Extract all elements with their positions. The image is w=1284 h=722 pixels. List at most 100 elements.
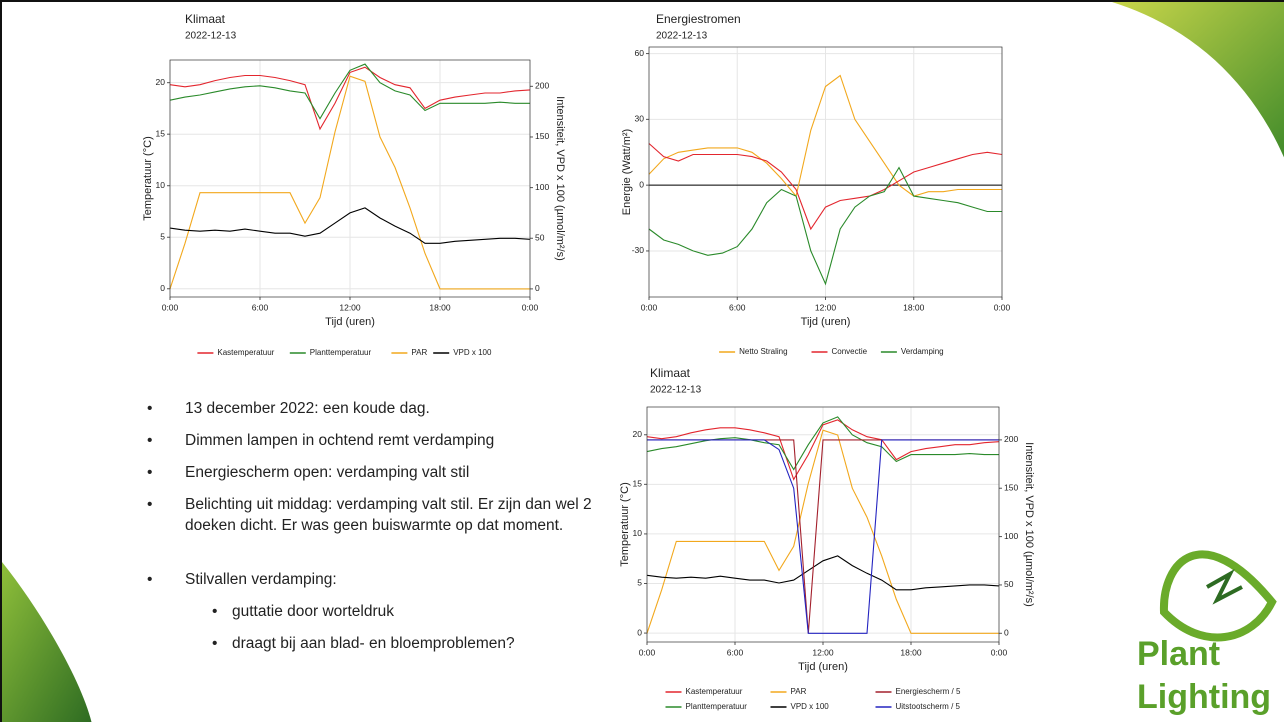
sub-bullet: • guttatie door worteldruk xyxy=(212,601,612,622)
y2-axis-label: Intensiteit, VPD x 100 (µmol/m²/s) xyxy=(1023,442,1035,607)
y-tick-label: 60 xyxy=(635,48,645,58)
series-line xyxy=(646,416,999,471)
y2-tick-label: 200 xyxy=(535,81,549,91)
y-tick-label: 0 xyxy=(639,179,644,189)
legend-label: PAR xyxy=(791,687,807,696)
y2-tick-label: 50 xyxy=(535,233,545,243)
bullet-text: Stilvallen verdamping: xyxy=(185,571,337,588)
sub-bullet: • draagt bij aan blad- en bloemproblemen? xyxy=(212,633,612,654)
corner-decoration xyxy=(2,562,92,722)
legend-label: VPD x 100 xyxy=(791,702,830,711)
x-tick-label: 12:00 xyxy=(339,302,361,312)
plot-border xyxy=(648,46,1003,298)
y-tick-label: 15 xyxy=(156,128,166,138)
bullet-dot: • xyxy=(147,464,153,481)
y-tick-label: 5 xyxy=(160,231,165,241)
y-axis-label: Temperatuur (°C) xyxy=(142,136,154,220)
series-line xyxy=(646,419,1000,481)
series-line xyxy=(169,75,530,290)
x-axis-label: Tijd (uren) xyxy=(801,316,851,328)
x-tick-label: 18:00 xyxy=(903,302,925,312)
bullet-text: guttatie door worteldruk xyxy=(232,603,394,620)
y2-tick-label: 150 xyxy=(535,131,549,141)
bullet-text: draagt bij aan blad- en bloemproblemen? xyxy=(232,635,515,652)
series-line xyxy=(648,74,1002,198)
series-line xyxy=(648,166,1002,286)
y2-tick-label: 0 xyxy=(535,283,540,293)
x-tick-label: 0:00 xyxy=(639,647,656,657)
logo-bolt xyxy=(1206,569,1243,605)
y2-tick-label: 150 xyxy=(1004,482,1018,492)
y-tick-label: 0 xyxy=(637,627,642,637)
series-line xyxy=(646,429,999,634)
bullet: • 13 december 2022: een koude dag. xyxy=(147,398,610,419)
chart-subtitle: 2022-12-13 xyxy=(185,31,237,42)
y-tick-label: 20 xyxy=(156,77,166,87)
legend-label: Uitstootscherm / 5 xyxy=(896,702,961,711)
y-tick-label: 10 xyxy=(633,528,643,538)
series-line xyxy=(169,66,531,131)
series-line xyxy=(169,207,531,244)
y-axis-label: Temperatuur (°C) xyxy=(619,482,631,566)
corner-decoration xyxy=(1112,2,1284,158)
bullet: • Energiescherm open: verdamping valt sti… xyxy=(147,462,610,483)
x-tick-label: 6:00 xyxy=(252,302,269,312)
y2-tick-label: 0 xyxy=(1004,628,1009,638)
y-tick-label: 15 xyxy=(633,479,643,489)
legend-label: Netto Straling xyxy=(739,347,787,356)
y2-axis-label: Intensiteit, VPD x 100 (µmol/m²/s) xyxy=(554,96,566,261)
bullet-dot: • xyxy=(147,400,153,417)
y-tick-label: -30 xyxy=(632,245,645,255)
x-tick-label: 12:00 xyxy=(815,302,837,312)
legend-label: Verdamping xyxy=(901,347,944,356)
series-line xyxy=(169,63,530,120)
bullet-dot: • xyxy=(212,635,218,652)
x-tick-label: 18:00 xyxy=(429,302,451,312)
x-tick-label: 0:00 xyxy=(522,302,539,312)
series-line xyxy=(647,439,999,634)
bullet-dot: • xyxy=(147,571,153,588)
y2-tick-label: 50 xyxy=(1004,579,1014,589)
bullet-text: 13 december 2022: een koude dag. xyxy=(185,400,430,417)
legend-label: Kastemperatuur xyxy=(686,687,743,696)
y-tick-label: 20 xyxy=(633,429,643,439)
x-tick-label: 18:00 xyxy=(900,647,922,657)
plot-border xyxy=(169,59,531,298)
x-tick-label: 6:00 xyxy=(727,647,744,657)
y2-tick-label: 100 xyxy=(1004,531,1018,541)
x-tick-label: 6:00 xyxy=(729,302,746,312)
y-tick-label: 10 xyxy=(156,180,166,190)
series-line xyxy=(648,143,1003,231)
bullet-dot: • xyxy=(212,603,218,620)
y-axis-label: Energie (Watt/m²) xyxy=(621,129,633,215)
y-tick-label: 5 xyxy=(637,578,642,588)
chart-subtitle: 2022-12-13 xyxy=(650,385,702,396)
x-tick-label: 12:00 xyxy=(812,647,834,657)
legend-label: Kastemperatuur xyxy=(217,348,274,357)
x-axis-label: Tijd (uren) xyxy=(325,316,375,328)
x-tick-label: 0:00 xyxy=(994,302,1011,312)
chart-title: Klimaat xyxy=(650,366,691,380)
plot-border xyxy=(646,406,1000,643)
legend-label: Planttemperatuur xyxy=(686,702,748,711)
series-line xyxy=(646,555,1000,591)
legend-label: VPD x 100 xyxy=(453,348,492,357)
x-axis-label: Tijd (uren) xyxy=(798,661,848,673)
chart-subtitle: 2022-12-13 xyxy=(656,31,708,42)
y2-tick-label: 100 xyxy=(535,182,549,192)
bullet: • Dimmen lampen in ochtend remt verdampin… xyxy=(147,430,610,451)
bullet: • Belichting uit middag: verdamping valt … xyxy=(147,494,610,536)
x-tick-label: 0:00 xyxy=(162,302,179,312)
logo-leaf xyxy=(1159,550,1277,642)
chart-title: Energiestromen xyxy=(656,12,741,26)
logo-text: Lighting xyxy=(1137,678,1271,716)
y-tick-label: 30 xyxy=(635,114,645,124)
bullet: • Stilvallen verdamping: xyxy=(147,569,610,590)
bullet-dot: • xyxy=(147,432,153,449)
y-tick-label: 0 xyxy=(160,283,165,293)
bullet-dot: • xyxy=(147,496,153,513)
x-tick-label: 0:00 xyxy=(641,302,658,312)
logo-text: Plant xyxy=(1137,635,1220,673)
